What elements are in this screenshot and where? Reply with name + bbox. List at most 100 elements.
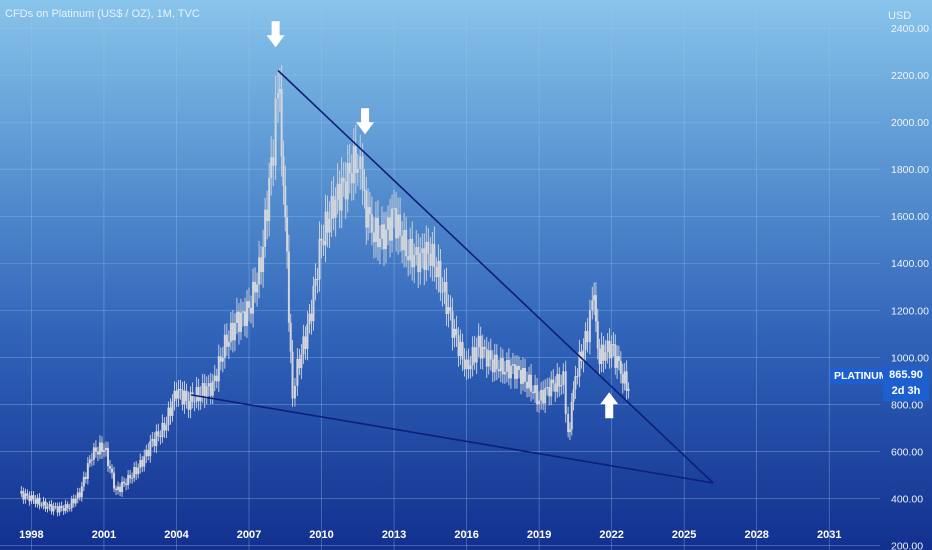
y-tick-label: 1200.00 bbox=[891, 305, 929, 317]
candle-body bbox=[147, 449, 150, 457]
candle-body bbox=[473, 347, 476, 363]
candle-body bbox=[328, 218, 331, 233]
candle-body bbox=[363, 189, 366, 191]
candle-body bbox=[20, 491, 23, 494]
candle-body bbox=[475, 347, 478, 363]
candle-body bbox=[417, 247, 420, 273]
candle-body bbox=[507, 359, 510, 379]
candle-body bbox=[497, 369, 500, 372]
y-tick-label: 2400.00 bbox=[891, 23, 929, 35]
candle-body bbox=[60, 505, 63, 508]
candle-body bbox=[109, 466, 111, 469]
candle-body bbox=[300, 354, 303, 369]
candle-body bbox=[90, 459, 93, 461]
candle-body bbox=[205, 386, 208, 399]
candle-body bbox=[376, 217, 379, 248]
candle-body bbox=[439, 260, 442, 292]
candle-body bbox=[308, 313, 311, 325]
candle-body bbox=[405, 230, 408, 257]
candle-body bbox=[195, 387, 198, 402]
candle-body bbox=[330, 195, 333, 219]
candle-body bbox=[28, 495, 31, 502]
candle-body bbox=[593, 295, 596, 301]
candle-body bbox=[479, 335, 482, 359]
candle-body bbox=[173, 390, 176, 402]
candle-body bbox=[501, 358, 504, 375]
candle-body bbox=[608, 340, 611, 359]
candle-body bbox=[580, 351, 583, 362]
candle-body bbox=[314, 278, 317, 286]
candle-body bbox=[260, 257, 263, 272]
candle-body bbox=[157, 431, 160, 437]
x-tick-label: 2028 bbox=[744, 529, 768, 541]
candle-body bbox=[183, 390, 186, 405]
candle-body bbox=[471, 347, 474, 366]
candle-body bbox=[385, 229, 388, 250]
candle-body bbox=[459, 341, 462, 357]
last-price-label: 865.90 2d 3h bbox=[883, 367, 929, 401]
x-tick-label: 2019 bbox=[527, 529, 551, 541]
candle-body bbox=[538, 400, 541, 405]
y-tick-label: 200.00 bbox=[891, 540, 923, 550]
candle-body bbox=[94, 447, 97, 452]
candle-body bbox=[312, 285, 315, 322]
candle-body bbox=[84, 476, 87, 479]
candle-body bbox=[217, 356, 220, 382]
candle-body bbox=[115, 488, 118, 491]
candle-body bbox=[334, 199, 337, 218]
y-tick-label: 1600.00 bbox=[891, 211, 929, 223]
candle-body bbox=[540, 389, 543, 401]
candle-body bbox=[617, 356, 620, 361]
candle-body bbox=[32, 495, 35, 500]
candle-body bbox=[221, 357, 224, 362]
candle-body bbox=[346, 162, 349, 200]
candle-body bbox=[171, 401, 174, 416]
candle-body bbox=[322, 240, 325, 246]
candle-body bbox=[558, 374, 561, 387]
candle-body bbox=[423, 248, 426, 270]
candle-body bbox=[391, 208, 394, 241]
candle-body bbox=[96, 451, 99, 455]
candle-body bbox=[151, 438, 154, 441]
candle-body bbox=[610, 344, 613, 359]
candle-body bbox=[264, 209, 267, 247]
candle-body bbox=[437, 260, 440, 278]
candle-body bbox=[100, 442, 103, 452]
candle-body bbox=[324, 211, 327, 246]
symbol-label: PLATINUM bbox=[830, 368, 892, 384]
candle-body bbox=[578, 351, 581, 377]
candle-body bbox=[534, 385, 537, 394]
candle-body bbox=[532, 391, 535, 394]
candle-body bbox=[189, 392, 192, 410]
candle-body bbox=[522, 367, 525, 384]
candle-body bbox=[411, 238, 414, 268]
x-tick-label: 2004 bbox=[164, 529, 189, 541]
candle-body bbox=[519, 370, 522, 384]
candle-body bbox=[209, 383, 212, 396]
candle-body bbox=[344, 181, 347, 200]
candle-body bbox=[370, 214, 373, 233]
candle-body bbox=[600, 344, 603, 365]
candle-body bbox=[372, 232, 375, 243]
candle-body bbox=[332, 195, 335, 218]
candle-body bbox=[445, 282, 448, 314]
candle-body bbox=[256, 284, 259, 293]
candle-body bbox=[153, 438, 156, 447]
candle-body bbox=[296, 358, 299, 386]
candle-body bbox=[552, 379, 555, 384]
candle-body bbox=[509, 365, 512, 379]
y-tick-label: 2000.00 bbox=[891, 117, 929, 129]
candle-body bbox=[435, 267, 438, 278]
candle-body bbox=[282, 156, 285, 186]
candle-body bbox=[284, 185, 287, 218]
candle-body bbox=[34, 499, 37, 504]
candle-body bbox=[22, 491, 25, 500]
candle-body bbox=[155, 431, 158, 447]
candle-body bbox=[612, 344, 615, 346]
candle-body bbox=[616, 356, 619, 368]
candle-body bbox=[250, 307, 253, 314]
candle-body bbox=[320, 238, 323, 241]
candle-body bbox=[229, 322, 232, 342]
candle-body bbox=[389, 217, 392, 241]
